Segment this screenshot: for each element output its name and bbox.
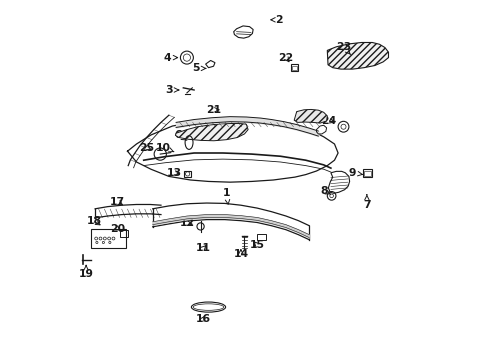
Text: 3: 3 — [165, 85, 179, 95]
Bar — [183, 171, 191, 177]
Text: 7: 7 — [363, 195, 370, 210]
Text: 2: 2 — [270, 15, 282, 25]
Bar — [91, 229, 125, 248]
Text: 4: 4 — [163, 53, 177, 63]
Bar — [362, 169, 371, 177]
Text: 23: 23 — [335, 42, 350, 55]
Text: 10: 10 — [156, 143, 174, 153]
Text: 22: 22 — [278, 53, 293, 63]
Bar — [291, 66, 296, 70]
Polygon shape — [294, 109, 326, 123]
Bar — [120, 230, 128, 237]
Text: 19: 19 — [79, 265, 93, 279]
Polygon shape — [175, 123, 247, 141]
Text: 12: 12 — [179, 218, 194, 228]
Text: 21: 21 — [206, 105, 221, 115]
Text: 16: 16 — [195, 314, 210, 324]
Text: 25: 25 — [139, 143, 154, 153]
Text: 13: 13 — [166, 168, 182, 178]
Text: 5: 5 — [192, 63, 205, 73]
Bar — [257, 234, 265, 240]
Text: 1: 1 — [223, 188, 230, 204]
Text: 8: 8 — [319, 186, 330, 196]
Bar — [290, 64, 297, 71]
Text: 17: 17 — [110, 197, 125, 207]
Bar — [363, 171, 370, 176]
Text: 24: 24 — [321, 116, 336, 126]
Polygon shape — [326, 42, 387, 69]
Text: 20: 20 — [110, 224, 125, 234]
Text: 15: 15 — [249, 240, 264, 250]
Text: 6: 6 — [174, 130, 186, 140]
Text: 9: 9 — [348, 168, 362, 178]
Text: 18: 18 — [87, 216, 102, 226]
Text: 11: 11 — [195, 243, 210, 253]
Text: 14: 14 — [233, 249, 248, 259]
